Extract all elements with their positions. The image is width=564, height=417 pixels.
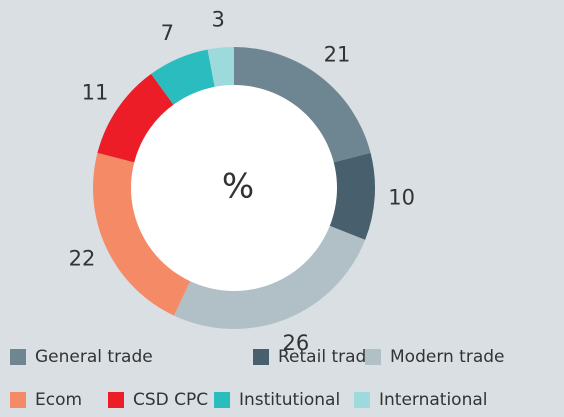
donut-hole — [131, 85, 337, 291]
data-label: 22 — [69, 247, 96, 271]
legend-swatch — [253, 349, 269, 365]
legend-label: Modern trade — [390, 347, 505, 367]
legend-swatch — [354, 392, 370, 408]
legend-label: CSD CPC — [133, 390, 208, 410]
legend-swatch — [108, 392, 124, 408]
data-label: 26 — [282, 331, 309, 355]
data-label: 3 — [212, 8, 225, 32]
legend-swatch — [10, 392, 26, 408]
legend-swatch — [214, 392, 230, 408]
legend-swatch — [10, 349, 26, 365]
data-label: 11 — [82, 81, 109, 105]
legend-label: Retail trade — [278, 347, 377, 367]
legend-label: International — [379, 390, 488, 410]
legend-label: Ecom — [35, 390, 82, 410]
data-label: 7 — [161, 21, 174, 45]
center-label: % — [222, 167, 254, 207]
legend-swatch — [365, 349, 381, 365]
data-label: 21 — [324, 42, 351, 66]
data-label: 10 — [388, 186, 415, 210]
legend-label: Institutional — [239, 390, 340, 410]
legend-label: General trade — [35, 347, 153, 367]
